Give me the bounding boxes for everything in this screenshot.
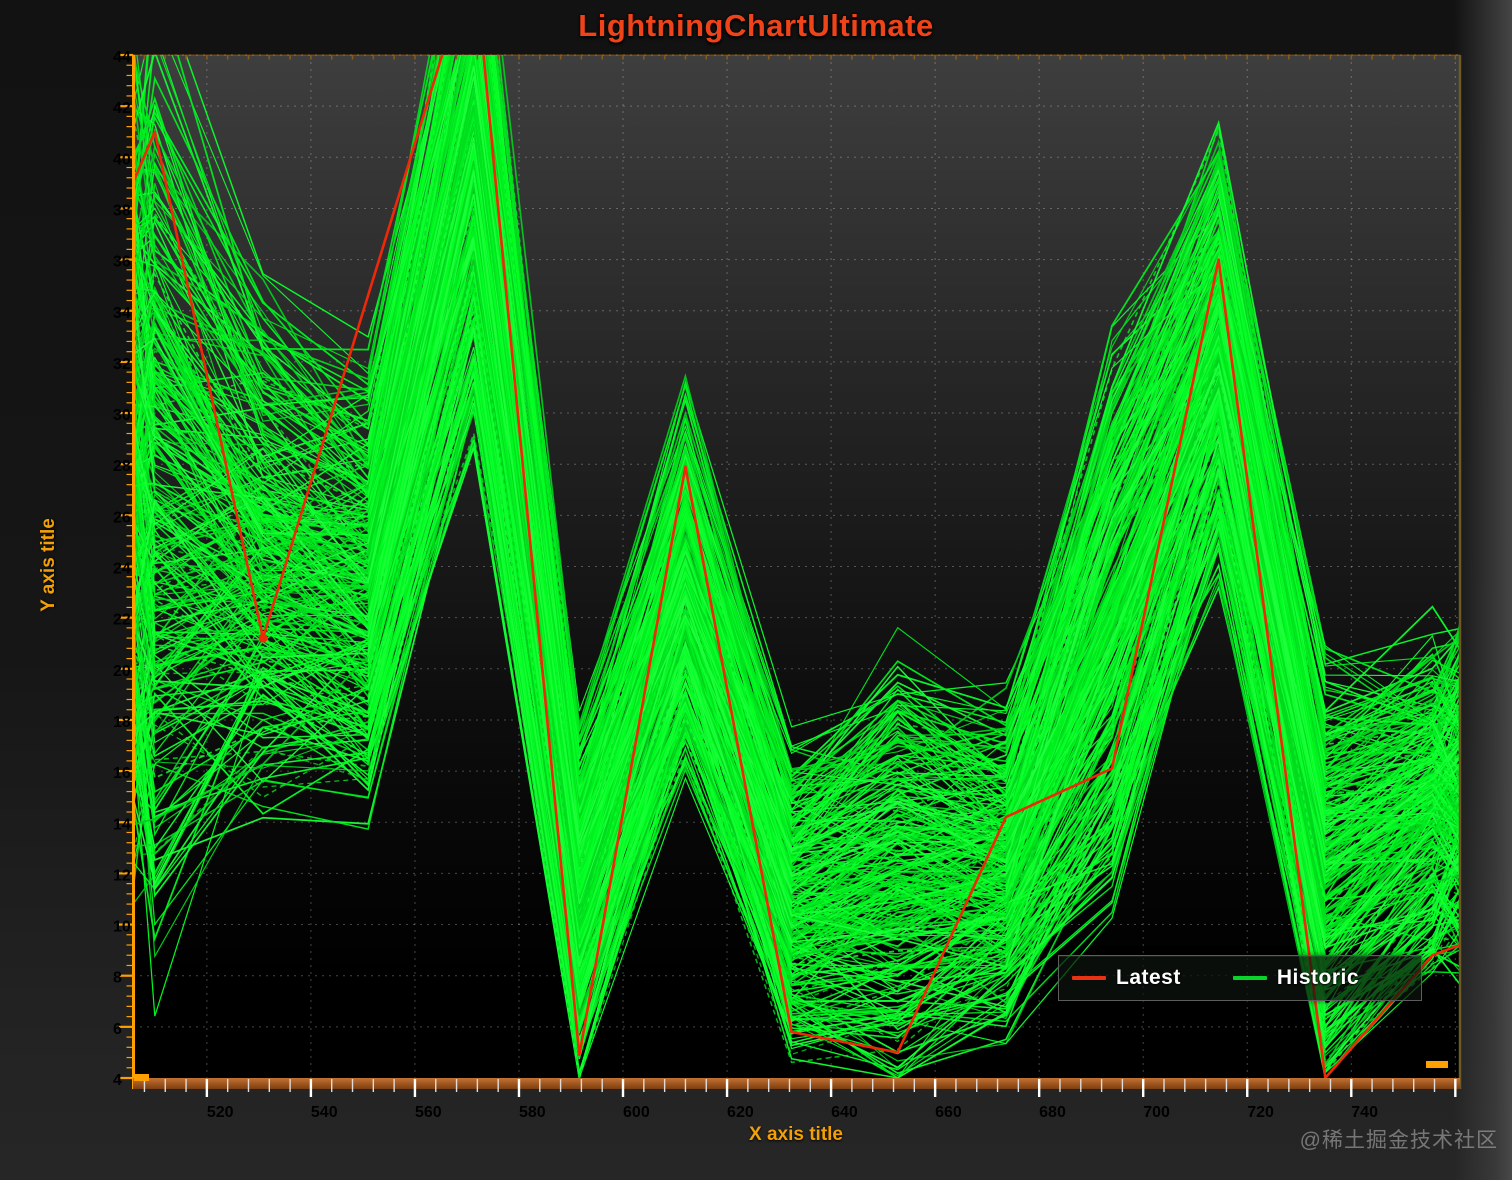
historic-line bbox=[133, 221, 1460, 868]
svg-text:680: 680 bbox=[1039, 1104, 1066, 1121]
svg-text:34: 34 bbox=[113, 305, 131, 322]
svg-text:22: 22 bbox=[113, 612, 131, 629]
historic-line bbox=[133, 366, 1460, 1078]
svg-text:38: 38 bbox=[113, 202, 131, 219]
svg-text:24: 24 bbox=[113, 561, 131, 578]
legend-label-historic: Historic bbox=[1276, 966, 1360, 989]
x-axis-title: X axis title bbox=[749, 1124, 843, 1145]
svg-text:560: 560 bbox=[415, 1104, 442, 1121]
historic-line bbox=[133, 301, 1460, 959]
svg-text:700: 700 bbox=[1143, 1104, 1170, 1121]
historic-line-swatch bbox=[1232, 976, 1267, 980]
svg-text:600: 600 bbox=[623, 1104, 650, 1121]
svg-text:640: 640 bbox=[831, 1104, 858, 1121]
series-area bbox=[133, 0, 1460, 1078]
historic-line bbox=[133, 129, 1460, 845]
historic-line bbox=[133, 55, 1460, 909]
historic-series[interactable] bbox=[133, 0, 1460, 1078]
historic-line bbox=[133, 55, 1460, 818]
historic-line bbox=[133, 232, 1460, 1027]
historic-line bbox=[133, 153, 1460, 918]
legend-item-historic[interactable]: Historic bbox=[1232, 966, 1360, 990]
historic-line bbox=[133, 271, 1460, 939]
y-axis-ticks bbox=[119, 53, 133, 1080]
historic-line bbox=[133, 407, 1460, 1060]
x-axis[interactable] bbox=[133, 1078, 1460, 1097]
svg-text:36: 36 bbox=[113, 254, 131, 271]
svg-text:32: 32 bbox=[113, 356, 131, 373]
svg-text:520: 520 bbox=[207, 1104, 234, 1121]
historic-line bbox=[133, 131, 1460, 939]
historic-line bbox=[133, 55, 1460, 832]
historic-line bbox=[133, 71, 1460, 857]
svg-text:20: 20 bbox=[113, 663, 131, 680]
svg-text:620: 620 bbox=[727, 1104, 754, 1121]
svg-text:8: 8 bbox=[113, 970, 122, 987]
svg-text:720: 720 bbox=[1247, 1104, 1274, 1121]
legend: Latest Historic bbox=[1058, 955, 1422, 1001]
historic-line bbox=[133, 55, 1460, 797]
historic-line bbox=[133, 430, 1460, 1064]
x-axis-bar bbox=[133, 1078, 1460, 1089]
historic-line bbox=[133, 171, 1460, 968]
latest-line-swatch bbox=[1072, 976, 1106, 980]
historic-line bbox=[133, 55, 1460, 756]
svg-text:26: 26 bbox=[113, 509, 131, 526]
svg-text:44: 44 bbox=[113, 49, 131, 66]
svg-text:580: 580 bbox=[519, 1104, 546, 1121]
historic-line bbox=[133, 366, 1460, 1059]
historic-line bbox=[133, 215, 1460, 1030]
svg-text:660: 660 bbox=[935, 1104, 962, 1121]
historic-line bbox=[133, 142, 1460, 864]
historic-line bbox=[133, 55, 1460, 895]
svg-text:18: 18 bbox=[113, 714, 131, 731]
historic-line bbox=[133, 55, 1460, 832]
y-axis-title: Y axis title bbox=[38, 518, 59, 612]
svg-text:740: 740 bbox=[1351, 1104, 1378, 1121]
svg-text:10: 10 bbox=[113, 919, 131, 936]
svg-text:28: 28 bbox=[113, 458, 131, 475]
top-axis-ticks bbox=[143, 55, 1457, 60]
window-edge-gradient bbox=[1454, 0, 1512, 1180]
historic-line bbox=[133, 317, 1460, 1058]
historic-line bbox=[133, 66, 1460, 905]
legend-label-latest: Latest bbox=[1116, 966, 1181, 989]
historic-line bbox=[133, 55, 1460, 832]
historic-line bbox=[133, 160, 1460, 987]
historic-line bbox=[133, 250, 1460, 981]
chart-title: LightningChartUltimate bbox=[578, 8, 934, 43]
historic-line bbox=[133, 374, 1460, 1049]
x-axis-range-nib-left[interactable] bbox=[134, 1074, 149, 1081]
historic-line bbox=[133, 76, 1460, 929]
svg-text:16: 16 bbox=[113, 765, 131, 782]
historic-line bbox=[133, 258, 1460, 1016]
latest-series[interactable] bbox=[133, 0, 1460, 1078]
historic-line bbox=[133, 55, 1460, 893]
svg-text:42: 42 bbox=[113, 100, 131, 117]
x-axis-range-nib-right[interactable] bbox=[1426, 1061, 1448, 1068]
historic-line bbox=[133, 281, 1460, 982]
legend-item-latest[interactable]: Latest bbox=[1072, 966, 1181, 990]
historic-line bbox=[133, 347, 1460, 993]
latest-vertex-marker bbox=[258, 633, 268, 643]
svg-text:40: 40 bbox=[113, 151, 131, 168]
svg-text:4: 4 bbox=[113, 1072, 122, 1089]
svg-text:540: 540 bbox=[311, 1104, 338, 1121]
svg-text:6: 6 bbox=[113, 1021, 122, 1038]
watermark-text: @稀土掘金技术社区 bbox=[1299, 1129, 1498, 1152]
x-axis-ticks bbox=[143, 1079, 1457, 1097]
svg-text:30: 30 bbox=[113, 407, 131, 424]
svg-text:14: 14 bbox=[113, 816, 131, 833]
svg-text:12: 12 bbox=[113, 867, 131, 884]
historic-line bbox=[133, 55, 1460, 792]
y-axis[interactable] bbox=[119, 53, 135, 1089]
historic-line bbox=[133, 110, 1460, 925]
